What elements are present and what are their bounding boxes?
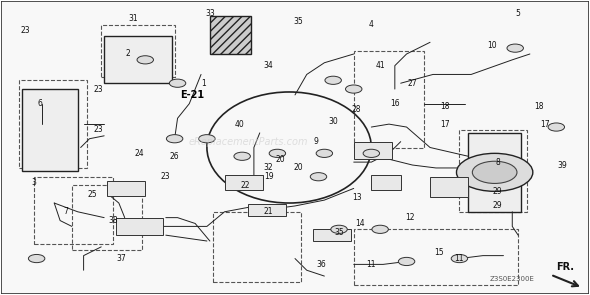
Text: 17: 17: [540, 119, 549, 129]
Circle shape: [28, 255, 45, 263]
Circle shape: [548, 123, 565, 131]
Bar: [210, 16, 251, 54]
Text: 13: 13: [352, 193, 362, 202]
Text: 20: 20: [293, 163, 303, 173]
Text: 7: 7: [64, 207, 68, 216]
Circle shape: [137, 56, 153, 64]
Bar: [354, 229, 518, 285]
Circle shape: [372, 225, 388, 233]
Bar: [313, 229, 351, 241]
Text: 4: 4: [369, 20, 374, 29]
Text: 33: 33: [205, 9, 215, 18]
Text: 23: 23: [93, 125, 103, 135]
Text: 21: 21: [264, 207, 273, 216]
Text: 26: 26: [170, 152, 179, 161]
Text: 10: 10: [487, 41, 497, 50]
Bar: [213, 212, 301, 282]
Text: 24: 24: [135, 149, 144, 158]
Circle shape: [310, 173, 327, 181]
Bar: [371, 175, 401, 190]
Text: 20: 20: [276, 155, 285, 164]
Text: 19: 19: [264, 172, 273, 181]
Text: 3: 3: [31, 178, 36, 187]
Bar: [22, 89, 78, 171]
Text: 28: 28: [352, 105, 362, 114]
Bar: [34, 177, 113, 244]
Text: 8: 8: [495, 158, 500, 167]
Bar: [19, 80, 87, 168]
Bar: [354, 142, 392, 159]
Circle shape: [269, 149, 286, 158]
Circle shape: [507, 44, 523, 52]
Text: 39: 39: [558, 160, 567, 170]
Circle shape: [451, 255, 468, 263]
Text: 12: 12: [405, 213, 414, 222]
Text: 27: 27: [408, 79, 417, 88]
Circle shape: [325, 76, 342, 84]
Text: 30: 30: [328, 117, 338, 126]
Circle shape: [234, 152, 250, 160]
Text: 23: 23: [20, 26, 30, 35]
Circle shape: [331, 225, 348, 233]
Text: 5: 5: [516, 9, 520, 18]
Text: 17: 17: [440, 119, 450, 129]
Text: 29: 29: [493, 187, 503, 196]
Text: 40: 40: [234, 119, 244, 129]
Bar: [116, 218, 163, 235]
Text: 35: 35: [293, 17, 303, 26]
Text: 34: 34: [264, 61, 273, 70]
Bar: [468, 133, 521, 212]
Text: 9: 9: [313, 137, 318, 146]
Text: Z3S0E2300E: Z3S0E2300E: [490, 276, 535, 282]
Bar: [430, 177, 468, 197]
Text: 2: 2: [125, 50, 130, 58]
Circle shape: [346, 85, 362, 93]
Text: 11: 11: [366, 260, 376, 269]
Text: 38: 38: [108, 216, 118, 225]
Text: 23: 23: [161, 172, 171, 181]
Circle shape: [316, 149, 333, 158]
Circle shape: [363, 149, 379, 158]
Bar: [354, 51, 424, 148]
Text: 29: 29: [493, 201, 503, 210]
Bar: [225, 175, 263, 190]
Text: 41: 41: [375, 61, 385, 70]
Text: 16: 16: [390, 99, 399, 108]
Bar: [460, 130, 527, 212]
Circle shape: [457, 153, 533, 191]
Circle shape: [169, 79, 186, 87]
Text: 22: 22: [240, 181, 250, 190]
Text: 18: 18: [440, 102, 450, 111]
Circle shape: [473, 161, 517, 183]
Bar: [248, 204, 286, 216]
Bar: [72, 186, 142, 250]
Text: 37: 37: [117, 254, 127, 263]
Text: FR.: FR.: [556, 262, 574, 272]
Circle shape: [166, 135, 183, 143]
Circle shape: [199, 135, 215, 143]
Bar: [101, 25, 175, 77]
Text: 32: 32: [264, 163, 273, 173]
Text: 11: 11: [455, 254, 464, 263]
Text: 31: 31: [129, 14, 138, 23]
Circle shape: [398, 257, 415, 266]
Text: 23: 23: [93, 85, 103, 94]
Text: 14: 14: [355, 219, 365, 228]
Bar: [104, 37, 172, 83]
Bar: [107, 181, 145, 196]
Text: 18: 18: [534, 102, 543, 111]
Text: 36: 36: [317, 260, 326, 269]
Text: 35: 35: [334, 228, 344, 237]
Text: 15: 15: [434, 248, 444, 257]
Text: 6: 6: [37, 99, 42, 108]
Text: 1: 1: [202, 79, 206, 88]
Text: E-21: E-21: [181, 90, 205, 100]
Text: 25: 25: [87, 190, 97, 199]
Text: eReplacementParts.com: eReplacementParts.com: [188, 137, 308, 147]
